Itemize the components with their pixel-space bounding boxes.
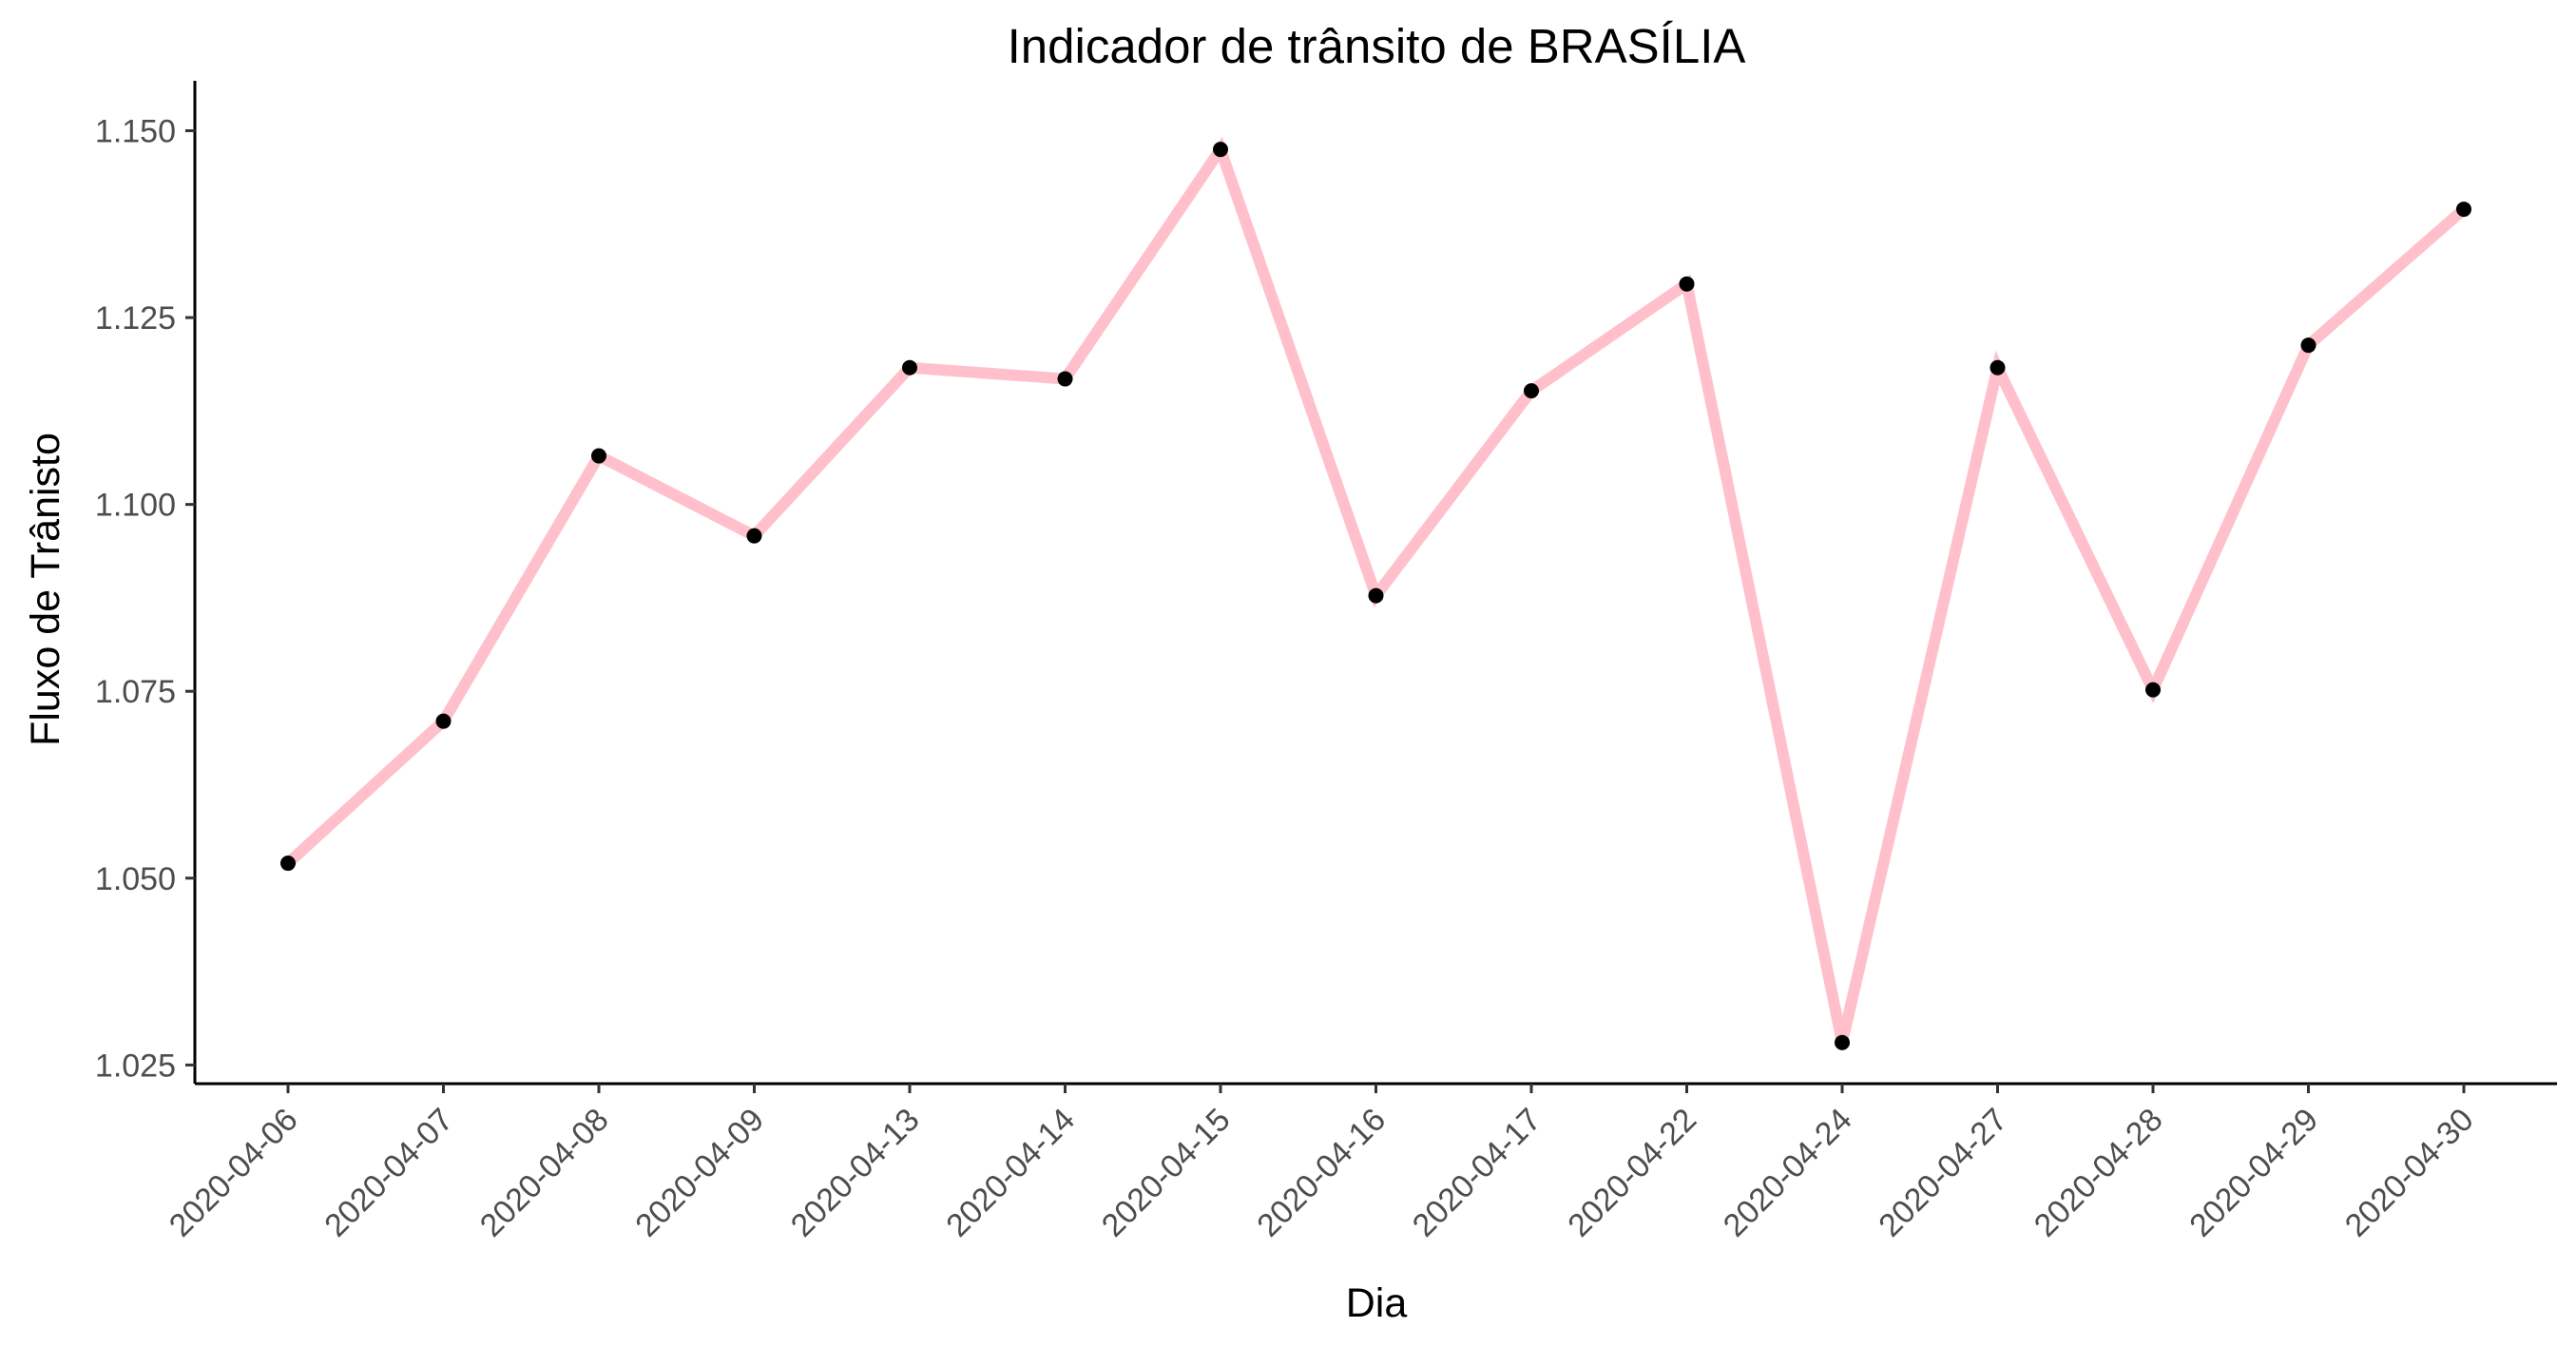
x-tick-label: 2020-04-30 [2338, 1102, 2481, 1244]
x-tick-label: 2020-04-08 [473, 1102, 616, 1244]
y-axis-title: Fluxo de Trânisto [23, 433, 68, 746]
data-point [1679, 276, 1695, 292]
data-point [435, 713, 452, 729]
x-tick-label: 2020-04-22 [1561, 1102, 1703, 1244]
data-point [1368, 587, 1384, 604]
x-tick-label: 2020-04-17 [1406, 1102, 1548, 1244]
x-tick-label: 2020-04-16 [1250, 1102, 1393, 1244]
y-tick-label: 1.125 [95, 300, 176, 337]
y-tick-label: 1.075 [95, 674, 176, 710]
x-tick-label: 2020-04-13 [784, 1102, 927, 1244]
y-tick-label: 1.050 [95, 861, 176, 897]
x-tick-label: 2020-04-07 [317, 1102, 460, 1244]
data-point [2300, 337, 2316, 354]
data-point [280, 856, 296, 872]
plot-area: 1.025 1.050 1.075 1.100 1.125 1.150 2020-04-06… [95, 81, 2557, 1244]
data-point [1213, 142, 1228, 158]
y-tick-label: 1.100 [95, 488, 176, 524]
data-point [902, 359, 917, 375]
data-point [2456, 202, 2471, 218]
chart-title: Indicador de trânsito de BRASÍLIA [1008, 19, 1746, 73]
data-point [1835, 1034, 1850, 1050]
data-point [2145, 682, 2161, 698]
x-tick-label: 2020-04-27 [1872, 1102, 2014, 1244]
data-point [746, 528, 762, 544]
data-point [1057, 371, 1073, 387]
x-axis-title: Dia [1346, 1280, 1408, 1326]
x-tick-label: 2020-04-24 [1717, 1102, 1859, 1244]
x-tick-label: 2020-04-29 [2182, 1102, 2325, 1244]
data-point [1990, 359, 2006, 375]
x-tick-label: 2020-04-15 [1095, 1102, 1238, 1244]
x-tick-label: 2020-04-28 [2028, 1102, 2170, 1244]
data-point [591, 448, 606, 464]
y-tick-label: 1.150 [95, 114, 176, 150]
y-tick-label: 1.025 [95, 1048, 176, 1084]
data-point [1524, 383, 1539, 399]
x-tick-label: 2020-04-09 [628, 1102, 771, 1244]
x-tick-label: 2020-04-06 [163, 1102, 305, 1244]
x-tick-label: 2020-04-14 [939, 1102, 1082, 1244]
